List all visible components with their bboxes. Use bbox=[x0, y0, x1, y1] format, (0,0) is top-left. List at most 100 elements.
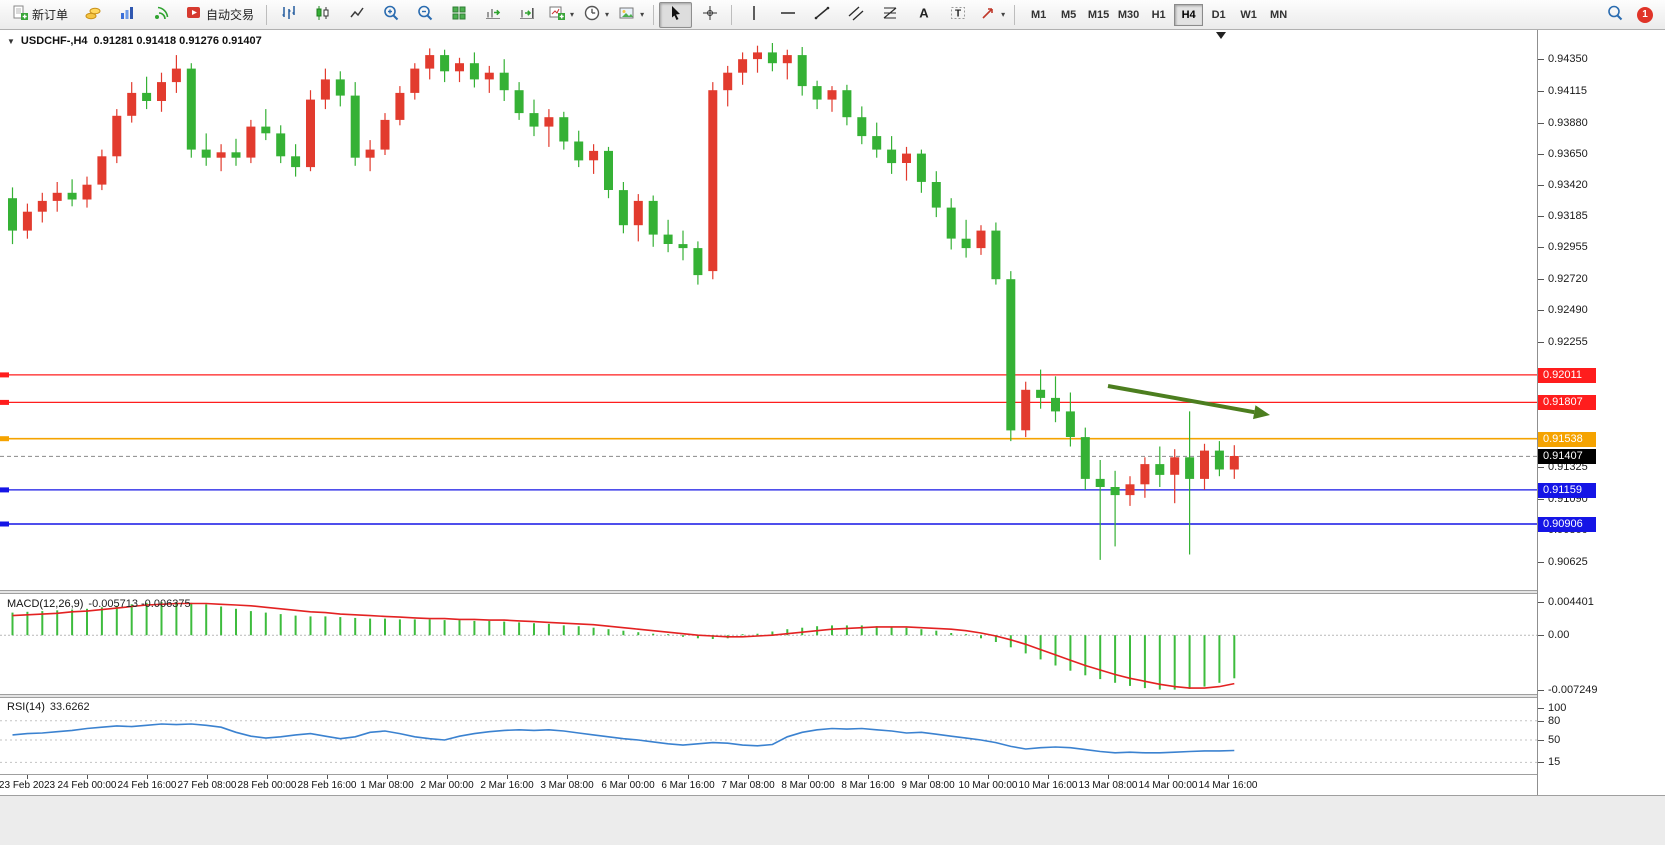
new-order-icon bbox=[11, 4, 29, 25]
axis-tick-mark bbox=[1538, 310, 1544, 311]
trendline-icon bbox=[813, 4, 831, 25]
time-tick-mark bbox=[688, 775, 689, 779]
line-chart-button[interactable] bbox=[340, 2, 373, 28]
rsi-tick: 80 bbox=[1548, 715, 1561, 727]
time-label: 24 Feb 16:00 bbox=[117, 780, 177, 791]
window-bottom-area bbox=[0, 796, 1665, 845]
label-icon: T bbox=[949, 4, 967, 25]
candlestick-chart-button[interactable] bbox=[306, 2, 339, 28]
axis-border bbox=[0, 795, 1665, 796]
crosshair-button[interactable] bbox=[693, 2, 726, 28]
trendline-button[interactable] bbox=[805, 2, 838, 28]
timeframe-button-M1[interactable]: M1 bbox=[1030, 8, 1047, 21]
text-button[interactable]: A bbox=[907, 2, 940, 28]
search-button[interactable] bbox=[1598, 2, 1631, 28]
axis-tick-mark bbox=[1538, 740, 1544, 741]
axis-tick-mark bbox=[1538, 342, 1544, 343]
arrow-shapes-icon bbox=[979, 4, 997, 25]
macd-panel-canvas[interactable] bbox=[0, 594, 1537, 694]
time-tick-mark bbox=[748, 775, 749, 779]
cursor-button[interactable] bbox=[659, 1, 693, 28]
timeframe-button-H1[interactable]: H1 bbox=[1151, 8, 1166, 21]
axis-tick-mark bbox=[1538, 123, 1544, 124]
time-tick-mark bbox=[1228, 775, 1229, 779]
candlestick-chart-canvas[interactable] bbox=[0, 30, 1537, 590]
panel-separator[interactable] bbox=[0, 590, 1665, 594]
fibonacci-button[interactable] bbox=[873, 2, 906, 28]
chart-shift-button[interactable] bbox=[510, 2, 543, 28]
stats-button[interactable] bbox=[110, 2, 143, 28]
label-button[interactable]: T bbox=[941, 2, 974, 28]
vertical-line-button[interactable] bbox=[737, 2, 770, 28]
timeframe-button-H4[interactable]: H4 bbox=[1174, 3, 1204, 26]
price-tick: 0.94115 bbox=[1548, 85, 1587, 97]
tile-windows-button[interactable] bbox=[442, 2, 475, 28]
coins-button[interactable] bbox=[76, 2, 109, 28]
svg-text:T: T bbox=[955, 9, 961, 20]
axis-tick-mark bbox=[1538, 635, 1544, 636]
time-tick-mark bbox=[507, 775, 508, 779]
candlestick-icon bbox=[314, 4, 332, 25]
autotrade-button[interactable]: 自动交易 bbox=[178, 2, 261, 28]
time-tick-mark bbox=[928, 775, 929, 779]
price-tick: 0.93880 bbox=[1548, 117, 1588, 129]
time-label: 14 Mar 00:00 bbox=[1138, 780, 1198, 791]
template-dropdown[interactable]: ▾ bbox=[614, 2, 648, 28]
time-tick-mark bbox=[267, 775, 268, 779]
channel-button[interactable] bbox=[839, 2, 872, 28]
macd-tick: 0.00 bbox=[1548, 629, 1570, 641]
time-label: 13 Mar 08:00 bbox=[1078, 780, 1138, 791]
new-order-button[interactable]: 新订单 bbox=[4, 2, 75, 28]
horizontal-line-icon bbox=[779, 4, 797, 25]
notification-badge[interactable]: 1 bbox=[1637, 6, 1653, 23]
macd-name: MACD(12,26,9) bbox=[7, 598, 84, 610]
rsi-tick: 50 bbox=[1548, 734, 1561, 746]
price-tick: 0.92490 bbox=[1548, 304, 1588, 316]
timeframe-button-M5[interactable]: M5 bbox=[1060, 8, 1077, 21]
time-tick-mark bbox=[1048, 775, 1049, 779]
time-label: 2 Mar 16:00 bbox=[480, 780, 534, 791]
price-tick: 0.93650 bbox=[1548, 148, 1588, 160]
horizontal-line-button[interactable] bbox=[771, 2, 804, 28]
coins-icon bbox=[84, 4, 102, 25]
time-label: 8 Mar 16:00 bbox=[841, 780, 895, 791]
time-tick-mark bbox=[1168, 775, 1169, 779]
rsi-panel-canvas[interactable] bbox=[0, 698, 1537, 774]
chevron-down-icon: ▾ bbox=[570, 10, 575, 19]
timeframe-button-D1[interactable]: D1 bbox=[1211, 8, 1226, 21]
time-tick-mark bbox=[207, 775, 208, 779]
timeframe-button-M15[interactable]: M15 bbox=[1087, 8, 1110, 21]
bar-stats-icon bbox=[118, 4, 136, 25]
text-icon: A bbox=[915, 4, 933, 25]
timeframe-button-MN[interactable]: MN bbox=[1270, 8, 1288, 21]
time-tick-mark bbox=[567, 775, 568, 779]
axis-tick-mark bbox=[1538, 185, 1544, 186]
zoom-in-button[interactable] bbox=[374, 2, 407, 28]
arrows-dropdown[interactable]: ▾ bbox=[975, 2, 1009, 28]
time-axis[interactable]: 23 Feb 2023 24 Feb 00:00 24 Feb 16:00 27 Fe… bbox=[0, 775, 1537, 795]
zoom-out-button[interactable] bbox=[408, 2, 441, 28]
price-level-label: 0.91538 bbox=[1538, 431, 1596, 447]
chevron-down-icon: ▾ bbox=[640, 10, 645, 19]
macd-values: -0.005713 -0.006375 bbox=[88, 598, 191, 610]
period-dropdown[interactable]: ▾ bbox=[579, 2, 613, 28]
time-label: 9 Mar 08:00 bbox=[901, 780, 955, 791]
bar-chart-button[interactable] bbox=[272, 2, 305, 28]
time-label: 8 Mar 00:00 bbox=[781, 780, 835, 791]
axis-tick-mark bbox=[1538, 721, 1544, 722]
chart-shift-icon bbox=[518, 4, 536, 25]
chart-menu-icon[interactable]: ▼ bbox=[7, 36, 15, 46]
auto-scroll-button[interactable] bbox=[476, 2, 509, 28]
ohlc-values: 0.91281 0.91418 0.91276 0.91407 bbox=[93, 35, 262, 47]
price-axis[interactable]: 0.94350 0.94115 0.93880 0.93650 0.93420 0.931… bbox=[1537, 30, 1665, 795]
timeframe-button-W1[interactable]: W1 bbox=[1240, 8, 1257, 21]
timeframe-button-M30[interactable]: M30 bbox=[1117, 8, 1140, 21]
search-icon bbox=[1606, 4, 1624, 25]
chart-title: ▼ USDCHF-,H4 0.91281 0.91418 0.91276 0.9… bbox=[7, 35, 262, 47]
time-label: 10 Mar 00:00 bbox=[958, 780, 1018, 791]
panel-separator[interactable] bbox=[0, 694, 1665, 698]
rsi-value: 33.6262 bbox=[49, 701, 90, 713]
broadcast-button[interactable] bbox=[144, 2, 177, 28]
zoom-in-icon bbox=[382, 4, 400, 25]
new-chart-dropdown[interactable]: ▾ bbox=[544, 2, 578, 28]
